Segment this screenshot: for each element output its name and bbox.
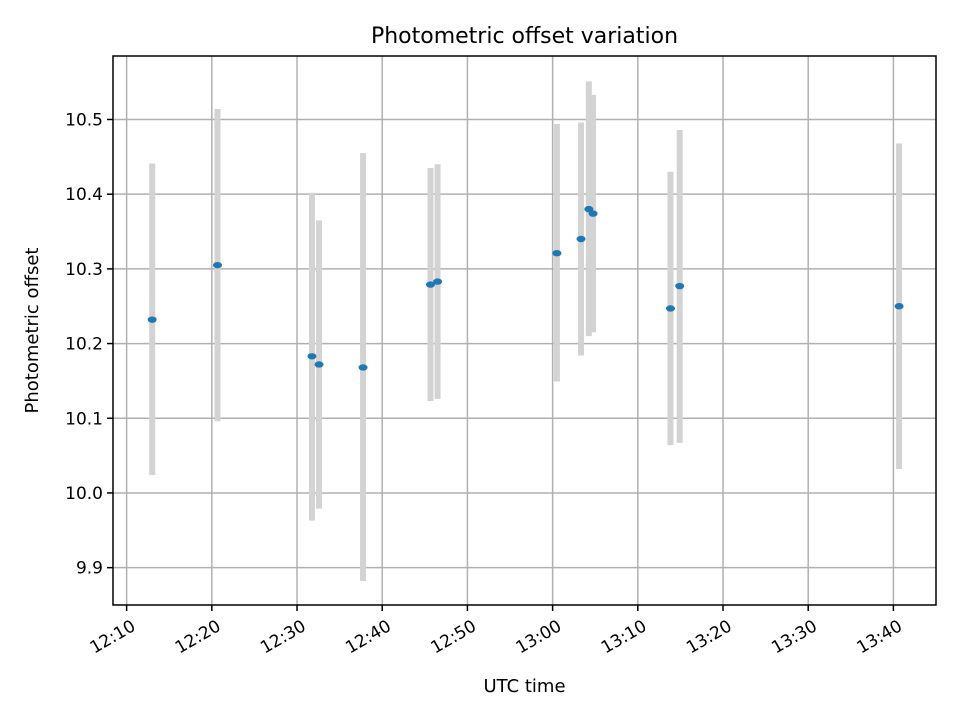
data-point [147,316,157,323]
plot-frame [112,55,937,606]
y-tick-label: 9.9 [76,559,103,579]
y-tick-label: 10.1 [65,409,103,429]
x-tick-label: 12:10 [87,616,139,658]
x-tick-label: 12:20 [172,616,224,658]
x-tick-label: 12:30 [257,616,309,658]
x-tick-label: 12:40 [342,616,394,658]
data-point [314,361,324,368]
y-tick-label: 10.2 [65,335,103,355]
x-tick-label: 13:10 [598,616,650,658]
x-axis-label: UTC time [483,676,565,697]
data-point [307,353,317,360]
data-point [584,205,594,213]
x-tick-label: 13:00 [513,616,565,658]
data-point [213,261,223,269]
x-tick-label: 13:30 [768,616,820,658]
x-axis-ticks: 12:10 12:20 12:30 12:40 12:50 13:00 13:10 13:20… [87,605,906,658]
grid-lines [113,56,936,605]
x-tick-label: 13:20 [683,616,735,658]
error-bars [149,81,903,582]
data-points [147,205,904,371]
y-tick-label: 10.0 [65,484,103,504]
data-point [588,210,598,217]
data-point [433,278,443,285]
x-tick-label: 12:50 [427,616,479,658]
chart-title: Photometric offset variation [371,24,678,49]
data-point [425,281,435,288]
y-tick-label: 10.4 [65,185,103,205]
data-point [552,249,562,257]
data-point [576,235,586,243]
data-point [894,303,904,310]
y-tick-label: 10.5 [65,110,103,130]
y-axis-label: Photometric offset [22,248,43,414]
data-point [358,364,368,371]
y-tick-label: 10.3 [65,260,103,280]
y-axis-ticks: 9.9 10.0 10.1 10.2 10.3 10.4 10.5 [65,110,113,579]
data-point [665,305,675,312]
x-tick-label: 13:40 [853,616,905,658]
data-point [675,282,685,290]
